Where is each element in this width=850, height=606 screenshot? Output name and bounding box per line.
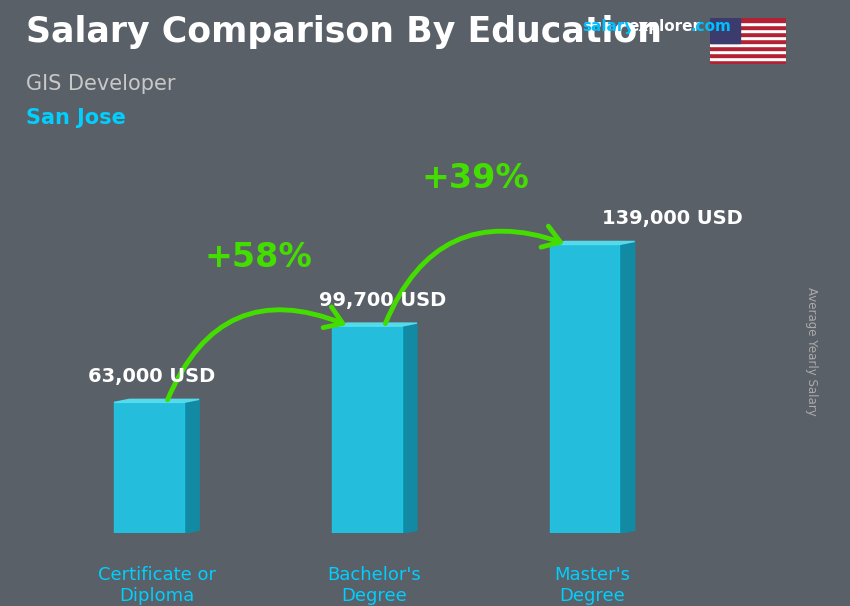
Bar — [710, 36, 786, 39]
Bar — [710, 25, 786, 28]
Bar — [710, 53, 786, 56]
Text: Certificate or
Diploma: Certificate or Diploma — [98, 566, 216, 605]
Polygon shape — [402, 323, 416, 533]
Bar — [710, 56, 786, 60]
Text: GIS Developer: GIS Developer — [26, 74, 175, 94]
FancyArrowPatch shape — [385, 226, 560, 324]
Bar — [710, 39, 786, 42]
Polygon shape — [620, 241, 635, 533]
Text: Average Yearly Salary: Average Yearly Salary — [805, 287, 819, 416]
Bar — [710, 50, 786, 53]
Text: explorer: explorer — [628, 19, 700, 35]
Text: 63,000 USD: 63,000 USD — [88, 367, 215, 386]
Text: Bachelor's
Degree: Bachelor's Degree — [327, 566, 422, 605]
Polygon shape — [184, 399, 199, 533]
Bar — [332, 326, 402, 533]
Text: Master's
Degree: Master's Degree — [554, 566, 630, 605]
Bar — [710, 32, 786, 36]
Text: +58%: +58% — [204, 241, 312, 274]
Text: salary: salary — [582, 19, 635, 35]
Text: +39%: +39% — [422, 162, 530, 195]
Bar — [710, 28, 786, 32]
Polygon shape — [332, 323, 416, 326]
Text: Salary Comparison By Education: Salary Comparison By Education — [26, 15, 661, 49]
Bar — [710, 18, 786, 22]
Text: San Jose: San Jose — [26, 108, 126, 128]
Text: 99,700 USD: 99,700 USD — [319, 290, 446, 310]
Bar — [710, 46, 786, 50]
Bar — [710, 22, 786, 25]
Text: .com: .com — [690, 19, 731, 35]
Bar — [710, 60, 786, 64]
FancyArrowPatch shape — [167, 307, 343, 400]
Text: 139,000 USD: 139,000 USD — [602, 209, 743, 228]
Polygon shape — [114, 399, 199, 402]
Bar — [710, 42, 786, 46]
Bar — [114, 402, 184, 533]
Polygon shape — [550, 241, 635, 244]
Bar — [550, 244, 620, 533]
Bar — [710, 18, 740, 42]
